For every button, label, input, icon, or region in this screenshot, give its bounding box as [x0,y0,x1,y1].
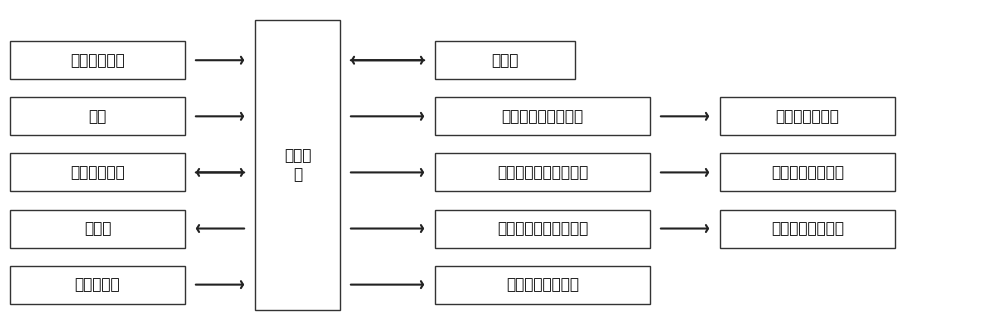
FancyBboxPatch shape [435,97,650,135]
Text: 报警器: 报警器 [84,221,111,236]
FancyBboxPatch shape [10,41,185,79]
Text: 微处理
器: 微处理 器 [284,148,311,182]
Text: 负向电流控制驱动电路: 负向电流控制驱动电路 [497,221,588,236]
FancyBboxPatch shape [720,210,895,248]
FancyBboxPatch shape [10,266,185,304]
FancyBboxPatch shape [255,20,340,310]
Text: 触摸屏: 触摸屏 [491,53,519,68]
Text: 主电源控制驱动电路: 主电源控制驱动电路 [501,109,584,124]
Text: 负向电流控制电路: 负向电流控制电路 [771,221,844,236]
Text: 电源: 电源 [88,109,107,124]
FancyBboxPatch shape [10,210,185,248]
FancyBboxPatch shape [10,97,185,135]
Text: 电压采集电路: 电压采集电路 [70,53,125,68]
Text: 主电源控制电路: 主电源控制电路 [776,109,839,124]
Text: 温度传感器: 温度传感器 [75,277,120,292]
FancyBboxPatch shape [435,41,575,79]
Text: 通信接口电路: 通信接口电路 [70,165,125,180]
FancyBboxPatch shape [720,97,895,135]
Text: 正向电流控制驱动电路: 正向电流控制驱动电路 [497,165,588,180]
FancyBboxPatch shape [435,153,650,191]
FancyBboxPatch shape [720,153,895,191]
FancyBboxPatch shape [435,266,650,304]
FancyBboxPatch shape [10,153,185,191]
FancyBboxPatch shape [435,210,650,248]
Text: 正向电流控制电路: 正向电流控制电路 [771,165,844,180]
Text: 伺服电机驱动电路: 伺服电机驱动电路 [506,277,579,292]
